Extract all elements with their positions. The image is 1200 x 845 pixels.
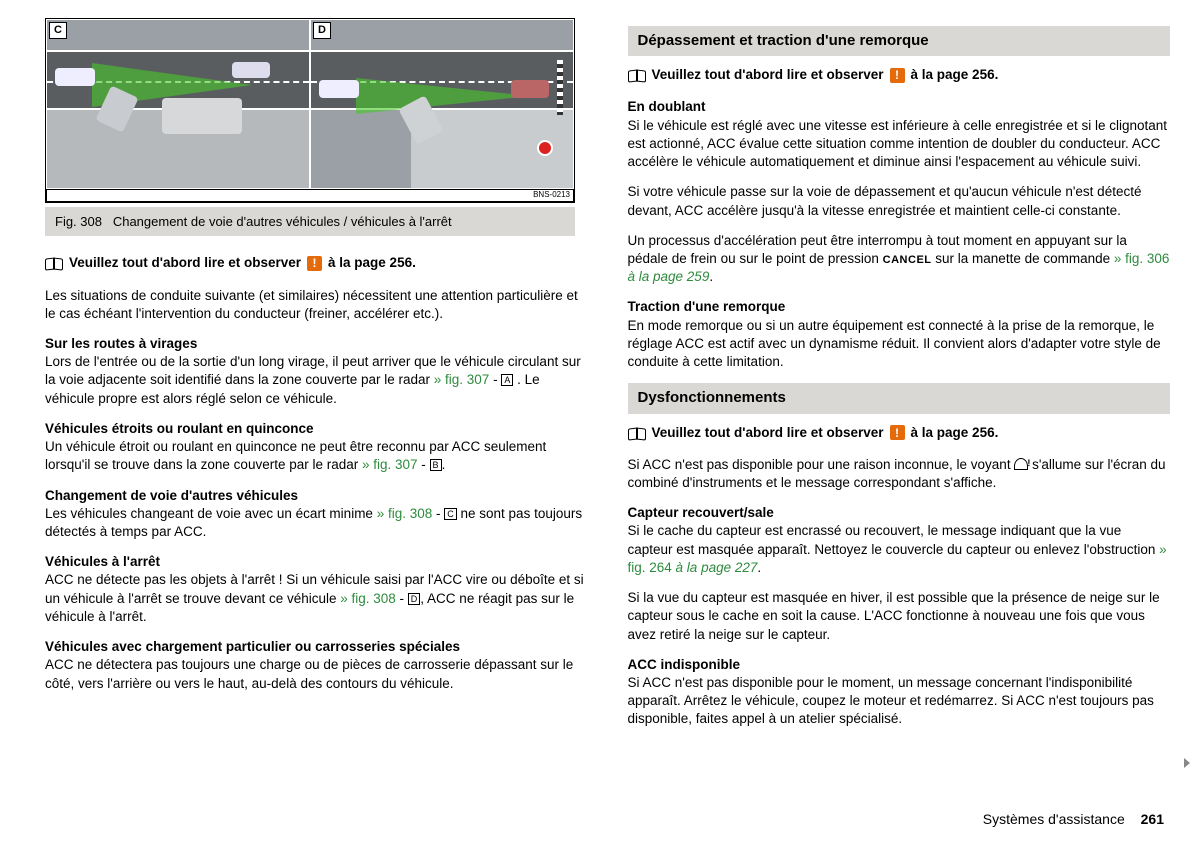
r1-title: En doublant	[628, 99, 706, 114]
acc-warning-icon	[1014, 458, 1028, 470]
page-footer: Systèmes d'assistance 261	[983, 810, 1164, 829]
footer-section: Systèmes d'assistance	[983, 811, 1125, 827]
stop-sign-icon	[537, 140, 553, 156]
r8-body: Si ACC n'est pas disponible pour le mome…	[628, 675, 1154, 726]
traction: Traction d'une remorque En mode remorque…	[628, 298, 1171, 371]
s1-title: Sur les routes à virages	[45, 336, 197, 351]
s5-body: ACC ne détectera pas toujours une charge…	[45, 657, 573, 690]
r6-c: .	[757, 560, 761, 575]
s3-a: Les véhicules changeant de voie avec un …	[45, 506, 377, 521]
r6-b: à la page 227	[676, 560, 758, 575]
figure-code: BNS-0213	[46, 189, 574, 202]
panel-label-c: C	[49, 22, 67, 39]
en-doublant: En doublant Si le véhicule est réglé ave…	[628, 98, 1171, 171]
s5-title: Véhicules avec chargement particulier ou…	[45, 639, 460, 654]
warning-icon: !	[890, 68, 905, 83]
continue-arrow-icon	[1184, 758, 1190, 768]
panel-label-d: D	[313, 22, 331, 39]
r6-a: Si le cache du capteur est encrassé ou r…	[628, 523, 1160, 556]
s3-sq: C	[444, 508, 457, 520]
page-number: 261	[1141, 811, 1164, 827]
r3-d: .	[709, 269, 713, 284]
read-notice-left: Veuillez tout d'abord lire et observer !…	[45, 254, 588, 272]
capteur: Capteur recouvert/sale Si le cache du ca…	[628, 504, 1171, 577]
s1-b: -	[493, 372, 501, 387]
warning-icon: !	[307, 256, 322, 271]
r5-a: Si ACC n'est pas disponible pour une rai…	[628, 457, 1015, 472]
section-overtaking: Dépassement et traction d'une remorque	[628, 26, 1171, 56]
right-column: Dépassement et traction d'une remorque V…	[628, 18, 1171, 798]
read-notice-right1: Veuillez tout d'abord lire et observer !…	[628, 66, 1171, 84]
s3-title: Changement de voie d'autres véhicules	[45, 488, 298, 503]
r5: Si ACC n'est pas disponible pour une rai…	[628, 456, 1171, 492]
r3-ref: » fig. 306	[1114, 251, 1170, 266]
s2-ref: » fig. 307	[362, 457, 418, 472]
book-icon	[628, 426, 646, 440]
s2-title: Véhicules étroits ou roulant en quinconc…	[45, 421, 314, 436]
r3: Un processus d'accélération peut être in…	[628, 232, 1171, 287]
r4-title: Traction d'une remorque	[628, 299, 786, 314]
caption-text: Changement de voie d'autres véhicules / …	[113, 214, 452, 229]
notice-post: à la page 256.	[328, 254, 416, 272]
section-lanechange: Changement de voie d'autres véhicules Le…	[45, 487, 588, 542]
r1-body: Si le véhicule est réglé avec une vitess…	[628, 118, 1168, 169]
r3-b: sur la manette de commande	[935, 251, 1114, 266]
figure-308: C D	[45, 18, 575, 203]
acc-indispo: ACC indisponible Si ACC n'est pas dispon…	[628, 656, 1171, 729]
book-icon	[628, 68, 646, 82]
s2-sq: B	[430, 459, 442, 471]
caption-prefix: Fig. 308	[55, 214, 102, 229]
figure-panel-c: C	[47, 20, 309, 188]
s2-b: .	[442, 457, 446, 472]
s4-ref: » fig. 308	[340, 591, 396, 606]
notice-post-r2: à la page 256.	[911, 424, 999, 442]
s1-ref: » fig. 307	[434, 372, 490, 387]
intro-text: Les situations de conduite suivante (et …	[45, 287, 588, 323]
section-curves: Sur les routes à virages Lors de l'entré…	[45, 335, 588, 408]
page-content: C D	[45, 18, 1170, 798]
figure-panel-d: D	[311, 20, 573, 188]
r4-body: En mode remorque ou si un autre équipeme…	[628, 318, 1161, 369]
section-dysfunction: Dysfonctionnements	[628, 383, 1171, 413]
left-column: C D	[45, 18, 588, 798]
s1-sq: A	[501, 374, 513, 386]
r2: Si votre véhicule passe sur la voie de d…	[628, 183, 1171, 219]
s2-a: Un véhicule étroit ou roulant en quincon…	[45, 439, 546, 472]
s3-ref: » fig. 308	[377, 506, 433, 521]
r6-title: Capteur recouvert/sale	[628, 505, 774, 520]
book-icon	[45, 256, 63, 270]
warning-icon: !	[890, 425, 905, 440]
cancel-label: CANCEL	[883, 254, 932, 266]
r3-c: à la page 259	[628, 269, 710, 284]
s4-sq: D	[408, 593, 421, 605]
section-stopped: Véhicules à l'arrêt ACC ne détecte pas l…	[45, 553, 588, 626]
section-narrow: Véhicules étroits ou roulant en quinconc…	[45, 420, 588, 475]
notice-pre: Veuillez tout d'abord lire et observer	[69, 254, 301, 272]
notice-post-r1: à la page 256.	[911, 66, 999, 84]
s4-title: Véhicules à l'arrêt	[45, 554, 160, 569]
notice-pre-r2: Veuillez tout d'abord lire et observer	[652, 424, 884, 442]
notice-pre-r1: Veuillez tout d'abord lire et observer	[652, 66, 884, 84]
figure-caption: Fig. 308 Changement de voie d'autres véh…	[45, 207, 575, 237]
read-notice-right2: Veuillez tout d'abord lire et observer !…	[628, 424, 1171, 442]
r8-title: ACC indisponible	[628, 657, 741, 672]
r7: Si la vue du capteur est masquée en hive…	[628, 589, 1171, 644]
section-special: Véhicules avec chargement particulier ou…	[45, 638, 588, 693]
